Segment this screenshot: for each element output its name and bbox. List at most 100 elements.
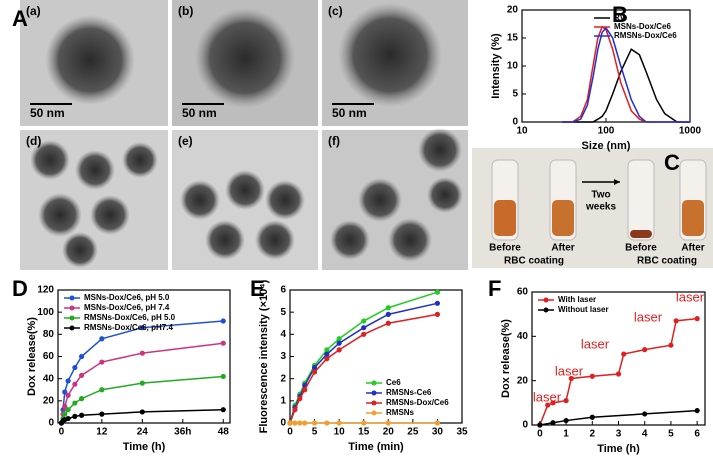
tube-label: After [551,243,574,254]
panel-label: E [250,276,265,301]
data-point [220,407,226,413]
x-tick-label: 1000 [679,126,702,137]
data-point [292,420,298,426]
x-tick-label: 100 [598,126,615,137]
x-tick-label: 1 [563,429,569,440]
data-point [220,318,226,324]
x-tick-label: 30 [432,427,444,438]
data-point [589,373,595,379]
legend-label: RMSNs-Dox/Ce6, pH 5.0 [84,313,176,322]
data-point [65,392,71,398]
arrow-label: weeks [585,202,616,213]
y-tick-label: 3 [280,351,286,362]
data-point [694,407,700,414]
x-tick-label: 5 [668,429,674,440]
y-tick-label: 5 [512,89,518,100]
data-point [311,364,318,371]
data-point [336,347,342,353]
data-point [568,375,574,382]
data-point [434,300,441,306]
scale-label: 50 nm [332,106,367,120]
data-point [62,389,68,395]
data-point [139,409,145,415]
data-point [642,411,648,417]
series-line [562,48,690,123]
legend-label: RMSNs-Dox/Ce6 [386,398,449,407]
data-point [139,325,145,331]
data-point [385,420,391,426]
panel-label: D [12,276,28,301]
annotation: laser [533,389,562,404]
data-point [139,380,145,386]
data-point [563,417,569,424]
y-tick-label: 6 [280,285,286,296]
tube-label: Before [489,243,521,254]
panel-label: B [612,2,628,27]
x-tick-label: 0 [287,427,293,438]
series-line [562,26,690,123]
data-point [79,396,85,402]
data-point [545,402,551,408]
x-tick-label: 4 [642,429,648,440]
y-axis-label: Dox release(%) [500,319,512,398]
data-point [615,371,622,377]
x-tick-label: 6 [694,429,700,440]
chart: 0 5 10 15 20 25 30 35 0 1 2 3 4 5 6 Time (min) Fluoresce… [258,279,468,453]
y-axis-label: Intensity (%) [490,33,502,99]
arrow-label: Two [591,190,610,201]
photo [472,148,713,268]
x-tick-label: 10 [516,126,528,137]
y-tick-label: 0 [522,420,528,431]
legend-label: RMSNs-Ce6 [386,388,432,397]
x-tick-label: 20 [383,427,395,438]
legend-marker [371,380,377,386]
x-tick-label: 35 [456,427,468,438]
data-point [361,331,367,337]
y-tick-label: 100 [37,307,54,318]
y-tick-label: 0 [48,418,54,429]
data-point [336,340,342,346]
data-point [302,387,308,393]
y-tick-label: 20 [517,375,529,386]
panel-label: A [12,6,28,31]
data-point [324,347,330,353]
legend-label: RMSNs-Dox/Ce6 [614,31,677,40]
image-label: (c) [328,4,343,18]
y-tick-label: 15 [507,33,519,44]
legend-label: Without laser [558,305,609,314]
tube-label: After [681,243,704,254]
y-tick-label: 120 [37,285,54,296]
data-point [79,372,85,378]
legend-marker [371,400,377,406]
data-point [324,356,330,362]
data-point [72,413,78,419]
panel-label: F [488,276,501,301]
annotation: laser [634,309,663,324]
data-point [642,347,648,353]
data-point [385,320,391,326]
y-tick-label: 60 [43,351,55,362]
legend-marker [69,305,75,311]
y-tick-label: 10 [507,61,519,72]
scale-label: 50 nm [182,106,217,120]
scale-label: 50 nm [30,106,65,120]
data-point [297,396,303,402]
data-point [434,420,441,426]
x-axis-label: Time (h) [597,443,640,455]
photo-caption: RBC coating [504,256,564,267]
y-tick-label: 0 [280,418,286,429]
x-tick-label: 0 [537,429,543,440]
data-point [361,325,367,331]
data-point [139,350,145,356]
legend-label: With laser [558,295,596,304]
x-axis-label: Size (nm) [582,140,631,152]
tube-label: Before [625,243,657,254]
data-point [589,414,595,420]
y-axis-label: Dox release(%) [26,317,38,396]
data-point [99,336,105,342]
data-point [99,359,105,365]
x-tick-label: 2 [590,429,596,440]
x-tick-label: 12 [96,427,108,438]
data-point [563,398,569,404]
